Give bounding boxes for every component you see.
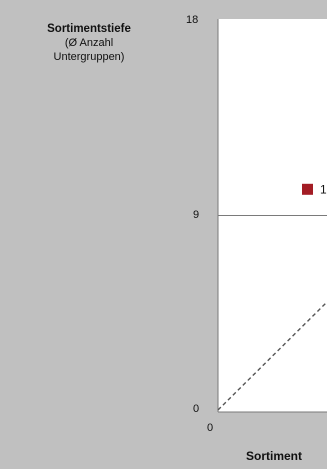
data-point-1 [302,183,313,195]
y-axis-title: Sortimentstiefe (Ø Anzahl Untergruppen) [14,22,164,64]
y-tick-0: 0 [193,403,199,415]
x-axis-title: Sortiment [246,449,302,463]
y-axis-title-line-2: (Ø Anzahl [64,37,114,49]
y-axis-title-line-3: Untergruppen) [53,51,125,63]
y-tick-9: 9 [193,209,199,221]
y-axis-title-line-1: Sortimentstiefe [47,23,131,35]
data-point-1-label: 1 [320,182,327,196]
x-tick-0: 0 [207,422,213,434]
y-tick-18: 18 [186,14,198,26]
diagonal-reference-line [217,301,327,411]
